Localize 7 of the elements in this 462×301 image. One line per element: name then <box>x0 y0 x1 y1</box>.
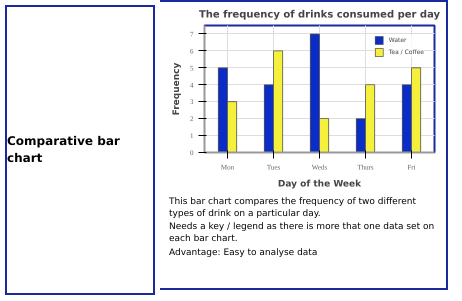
text: Advantage: Easy to analyse data <box>169 248 318 260</box>
text: Needs a key / legend as there is more that one data set on each bar chart. <box>169 222 436 246</box>
text: Comparative bar chart <box>7 132 121 167</box>
text: This bar chart compares the frequency of two different types of drink on a particular day. <box>169 197 417 220</box>
y-axis-title: Frequency <box>172 62 182 116</box>
x-axis-title: Day of the Week <box>278 180 362 190</box>
chart-title: The frequency of drinks consumed per day <box>198 10 441 20</box>
